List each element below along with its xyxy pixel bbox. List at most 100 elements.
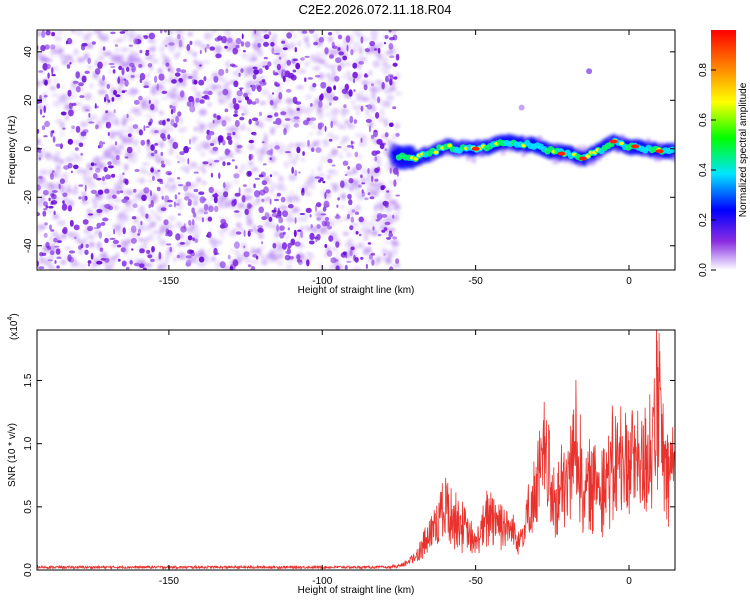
noise-speck bbox=[233, 103, 240, 111]
noise-speck bbox=[163, 57, 171, 65]
noise-speck bbox=[122, 172, 125, 175]
noise-speck bbox=[74, 102, 83, 106]
noise-speck bbox=[164, 30, 167, 33]
noise-speck bbox=[113, 182, 120, 191]
noise-speck bbox=[279, 252, 284, 259]
noise-speck bbox=[392, 62, 398, 67]
noise-speck bbox=[259, 81, 265, 87]
noise-speck bbox=[78, 142, 84, 148]
noise-speck bbox=[44, 44, 50, 50]
noise-speck bbox=[192, 237, 195, 241]
noise-speck bbox=[150, 103, 155, 111]
noise-speck bbox=[320, 82, 326, 85]
noise-speck bbox=[175, 223, 182, 228]
noise-speck bbox=[285, 216, 293, 223]
noise-speck bbox=[289, 42, 296, 50]
noise-speck bbox=[305, 42, 311, 49]
y-tick-label: -40 bbox=[23, 238, 34, 253]
noise-speck bbox=[146, 224, 152, 230]
noise-speck bbox=[127, 130, 131, 134]
noise-speck bbox=[158, 251, 162, 260]
noise-speck bbox=[96, 222, 102, 229]
noise-speck bbox=[102, 61, 109, 66]
noise-speck bbox=[171, 79, 177, 84]
spectrogram-x-axis: -150 -100 -50 0 bbox=[159, 30, 632, 287]
noise-speck bbox=[247, 164, 255, 169]
noise-speck bbox=[156, 229, 161, 236]
noise-speck bbox=[318, 262, 322, 268]
noise-speck bbox=[192, 212, 197, 218]
noise-speck bbox=[235, 44, 240, 49]
ridge-peak bbox=[433, 150, 439, 155]
noise-speck bbox=[198, 191, 205, 195]
noise-speck bbox=[380, 255, 388, 261]
noise-speck bbox=[371, 36, 378, 41]
noise-speck bbox=[135, 88, 139, 95]
noise-speck bbox=[292, 58, 298, 62]
noise-speck bbox=[46, 63, 51, 70]
noise-speck bbox=[70, 85, 78, 92]
noise-speck bbox=[308, 30, 315, 34]
noise-speck bbox=[56, 265, 60, 269]
noise-speck bbox=[185, 181, 192, 187]
y-tick-label: 40 bbox=[23, 46, 34, 58]
noise-speck bbox=[109, 256, 119, 261]
noise-speck bbox=[266, 197, 271, 201]
noise-speck bbox=[94, 105, 99, 109]
noise-speck bbox=[90, 252, 94, 260]
noise-speck bbox=[110, 65, 116, 69]
noise-speck bbox=[189, 105, 196, 113]
noise-speck bbox=[392, 236, 398, 240]
noise-speck bbox=[280, 196, 286, 203]
noise-speck bbox=[214, 205, 219, 213]
noise-speck bbox=[39, 108, 43, 115]
noise-speck bbox=[82, 33, 91, 42]
noise-speck bbox=[232, 131, 236, 136]
noise-speck bbox=[301, 30, 308, 34]
noise-speck bbox=[293, 123, 300, 128]
noise-speck bbox=[96, 241, 102, 250]
noise-speck bbox=[247, 230, 251, 237]
noise-speck bbox=[75, 233, 80, 237]
noise-speck bbox=[58, 183, 61, 190]
noise-speck bbox=[342, 55, 348, 61]
noise-speck bbox=[325, 189, 331, 194]
noise-speck bbox=[211, 256, 216, 262]
noise-speck bbox=[284, 145, 293, 153]
noise-speck bbox=[385, 161, 389, 168]
noise-speck bbox=[366, 185, 374, 191]
noise-speck bbox=[350, 124, 355, 129]
colorbar-tick-label: 0.4 bbox=[698, 163, 709, 177]
noise-speck bbox=[57, 240, 62, 243]
spectrogram-y-axis: -40 -20 0 20 40 bbox=[23, 46, 675, 253]
noise-speck bbox=[283, 160, 290, 169]
noise-speck bbox=[79, 135, 87, 141]
noise-speck bbox=[337, 47, 341, 51]
noise-speck bbox=[200, 151, 206, 157]
noise-speck bbox=[133, 99, 140, 105]
noise-speck bbox=[277, 242, 282, 249]
noise-speck bbox=[274, 232, 280, 238]
noise-speck bbox=[198, 128, 204, 134]
noise-speck bbox=[376, 138, 383, 145]
noise-speck bbox=[290, 74, 297, 81]
noise-speck bbox=[189, 161, 198, 167]
noise-speck bbox=[367, 70, 373, 76]
noise-speck bbox=[287, 152, 294, 157]
noise-speck bbox=[222, 88, 229, 96]
noise-speck bbox=[373, 80, 383, 85]
noise-speck bbox=[194, 90, 202, 94]
noise-speck bbox=[156, 186, 161, 192]
noise-speck bbox=[48, 205, 54, 209]
noise-speck bbox=[41, 125, 46, 131]
noise-speck bbox=[271, 47, 275, 55]
noise-speck bbox=[276, 224, 280, 232]
noise-speck bbox=[119, 190, 124, 194]
noise-speck bbox=[157, 236, 161, 240]
noise-speck bbox=[306, 259, 310, 267]
noise-speck bbox=[54, 50, 63, 54]
noise-speck bbox=[248, 214, 253, 219]
noise-speck bbox=[367, 168, 370, 174]
noise-speck bbox=[276, 260, 284, 267]
